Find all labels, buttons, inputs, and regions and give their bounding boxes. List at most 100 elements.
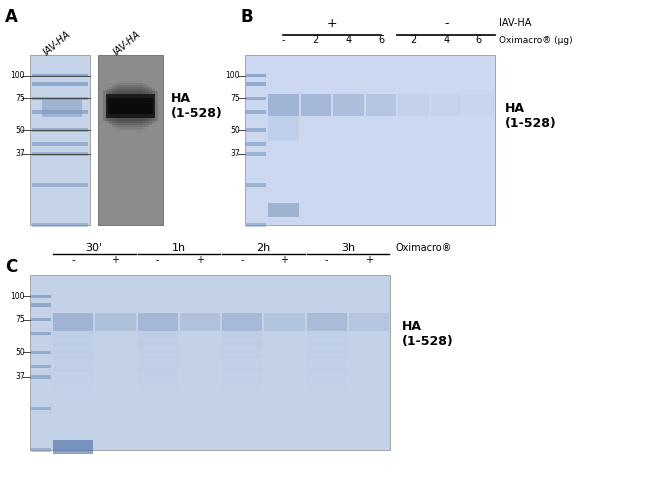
Text: C: C [5,258,18,276]
Bar [31,407,51,410]
Bar [112,85,149,127]
Bar [307,331,346,346]
Bar [53,381,93,396]
Text: B: B [240,8,253,26]
Bar [307,369,346,383]
Bar [108,98,153,114]
Bar [349,313,389,331]
Text: 4: 4 [345,35,352,45]
Bar [246,152,266,156]
Bar [31,351,51,354]
Bar [31,318,51,321]
Bar [30,55,90,225]
Text: HA
(1-528): HA (1-528) [505,102,557,130]
Text: 37: 37 [15,150,25,158]
Text: 75: 75 [230,94,240,103]
Text: 37: 37 [15,372,25,381]
Bar [222,356,262,370]
Text: 2: 2 [313,35,319,45]
Text: 2h: 2h [256,243,270,253]
Bar [246,223,266,227]
Bar [300,94,331,116]
Bar [31,448,51,452]
Text: 3h: 3h [341,243,355,253]
Text: A: A [5,8,18,26]
Text: 100: 100 [10,71,25,80]
Text: Oximacro® (μg): Oximacro® (μg) [499,36,573,45]
Bar [246,82,266,86]
Text: 50: 50 [15,348,25,357]
Text: 50: 50 [15,126,25,135]
Text: 37: 37 [230,150,240,158]
Bar [53,369,93,383]
Bar [265,313,304,331]
Bar [268,203,298,217]
Bar [53,440,93,454]
Bar [32,152,88,156]
Bar [32,183,88,186]
Bar [53,313,93,331]
Bar [246,97,266,100]
Bar [98,55,163,225]
Bar [138,356,177,370]
Text: IAV-HA: IAV-HA [112,29,143,57]
Bar [246,74,266,77]
Bar [31,303,51,306]
Bar [109,87,152,125]
Bar [103,91,158,121]
Bar [463,94,494,116]
Bar [106,89,155,123]
Bar [307,313,346,331]
Bar [333,94,364,116]
Bar [222,381,262,396]
Text: IAV-HA: IAV-HA [499,18,532,28]
Bar [31,365,51,369]
Text: 6: 6 [476,35,482,45]
Bar [31,332,51,336]
Bar [246,129,266,132]
Text: +: + [280,255,289,265]
Text: 6: 6 [378,35,384,45]
Bar [138,343,177,358]
Bar [32,74,88,77]
Bar [307,381,346,396]
Bar [222,343,262,358]
Bar [398,94,429,116]
Text: -: - [281,35,285,45]
Text: HA
(1-528): HA (1-528) [171,92,223,120]
Text: -: - [444,17,448,30]
Text: 4: 4 [443,35,449,45]
Bar [32,129,88,132]
Text: 30': 30' [86,243,103,253]
Bar [31,375,51,379]
Bar [307,356,346,370]
Bar [32,97,88,100]
Bar [53,356,93,370]
Bar [366,94,396,116]
Bar [31,294,51,298]
Bar [42,99,82,117]
Bar [106,94,155,118]
Bar [307,343,346,358]
Text: 100: 100 [10,292,25,301]
Bar [32,142,88,146]
Bar [32,223,88,227]
Bar [431,94,462,116]
Text: 100: 100 [226,71,240,80]
Bar [30,275,390,450]
Bar [138,313,177,331]
Text: Oximacro®: Oximacro® [395,243,451,253]
Bar [96,313,135,331]
Text: 75: 75 [15,94,25,103]
Text: +: + [111,255,120,265]
Text: 50: 50 [230,126,240,135]
Bar [246,142,266,146]
Bar [268,116,298,141]
Text: -: - [325,255,328,265]
Bar [115,83,146,129]
Text: +: + [365,255,373,265]
Bar [222,331,262,346]
Text: +: + [327,17,337,30]
Bar [222,369,262,383]
Text: 2: 2 [410,35,417,45]
